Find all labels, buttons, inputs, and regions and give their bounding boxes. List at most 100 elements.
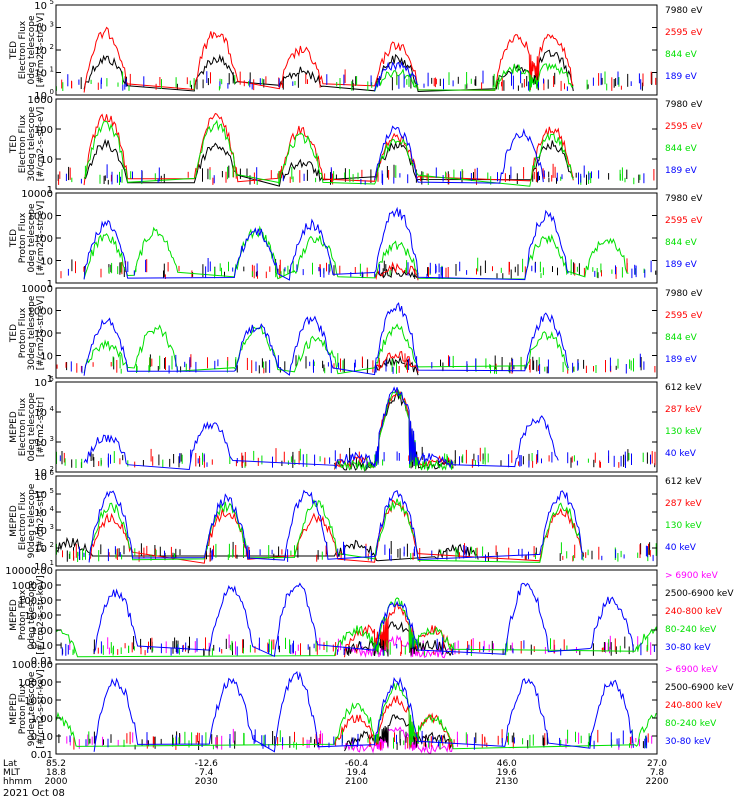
legend-entry: 844 eV [665, 50, 698, 60]
ylabel-line: MEPED [9, 693, 19, 725]
panel-4: 1 10 100 1000 10000 TED Proton Flux 30deg teles… [9, 284, 703, 385]
ytick-label: 10 [34, 378, 47, 389]
panel-3-traces [60, 206, 657, 281]
trace-6-3 [88, 498, 584, 563]
legend-entry: 287 keV [665, 405, 702, 415]
ylabel-line: [#/cm2-s-str-keV] [36, 669, 46, 748]
panel-6-traces [56, 489, 657, 564]
panel-7: 0.01 0.10 1.00 10.00 100.00 1000.00 10000.00 ME… [5, 566, 734, 667]
ytick-label: 1000 [28, 307, 53, 318]
ytick-exponent: 3 [50, 523, 54, 531]
xaxis-tick-label: 7.4 [199, 768, 214, 778]
legend-entry: 40 keV [665, 543, 697, 553]
legend-entry: 80-240 keV [665, 625, 717, 635]
legend-entry: 2595 eV [665, 216, 703, 226]
ylabel-line: [#/cm2-s-str] [36, 397, 46, 457]
ytick-label: 10.00 [24, 696, 53, 707]
trace-8-4 [56, 682, 657, 750]
legend-entry: > 6900 keV [665, 665, 719, 675]
xaxis-tick-label: 2100 [345, 777, 368, 787]
trace-2-4 [374, 125, 544, 184]
x-axis-labels: LatMLThhmm85.218.82000-12.67.42030-60.41… [3, 759, 669, 787]
ytick-exponent: 5 [50, 375, 54, 383]
trace-6-4 [88, 489, 584, 563]
ylabel-line: MEPED [9, 505, 19, 537]
trace-1-4 [374, 61, 419, 92]
ytick-label: 10 [34, 408, 47, 419]
xaxis-tick-label: 2200 [646, 777, 669, 787]
ytick-label: 10 [40, 257, 53, 268]
ytick-exponent: 4 [50, 505, 55, 513]
ytick-exponent: 4 [50, 405, 55, 413]
xaxis-row-label: hhmm [3, 777, 32, 787]
ylabel-line: TED [9, 135, 19, 154]
ytick-label: 100.00 [18, 678, 53, 689]
trace-5-3 [334, 388, 454, 472]
ylabel-line: 90deg telescope [27, 483, 37, 558]
xaxis-tick-label: 2000 [45, 777, 68, 787]
ytick-exponent: 1 [50, 559, 54, 567]
legend-entry: 7980 eV [665, 6, 703, 16]
ytick-label: 10 [40, 155, 53, 166]
ytick-label: 100 [34, 329, 53, 340]
legend-entry: 7980 eV [665, 289, 703, 299]
ylabel-line: 30deg telescope [27, 295, 37, 370]
ytick-label: 10 [34, 508, 47, 519]
ytick-label: 1000 [28, 212, 53, 223]
ylabel-line: 30deg telescope [27, 106, 37, 181]
ytick-label: 10 [34, 46, 47, 57]
ylabel-line: 0deg telescope [27, 15, 37, 85]
xaxis-tick-label: 85.2 [46, 759, 66, 769]
panel-1-traces [56, 26, 657, 93]
ytick-label: 1 [47, 279, 53, 290]
ytick-exponent: 1 [50, 66, 54, 74]
legend-entry: 287 keV [665, 499, 702, 509]
panel-8: 0.01 0.10 1.00 10.00 100.00 1000.00 MEPED Proto… [9, 660, 734, 761]
legend-entry: 7980 eV [665, 100, 703, 110]
ytick-label: 10 [34, 490, 47, 501]
ytick-label: 10 [40, 352, 53, 363]
ytick-label: 1 [47, 374, 53, 385]
legend-entry: 240-800 keV [665, 607, 723, 617]
xaxis-tick-label: 19.4 [346, 768, 366, 778]
legend-entry: 40 keV [665, 449, 697, 459]
legend-entry: 612 keV [665, 477, 702, 487]
ytick-label: 10 [34, 472, 47, 483]
legend-entry: 2500-6900 keV [665, 589, 734, 599]
ytick-exponent: 3 [50, 435, 54, 443]
ylabel-line: 0deg telescope [27, 392, 37, 462]
ytick-exponent: 0 [50, 88, 54, 96]
legend-entry: 2595 eV [665, 122, 703, 132]
trace-8-1 [344, 726, 454, 754]
panel-3: 1 10 100 1000 10000 TED Proton Flux 0deg telesc… [9, 189, 703, 290]
legend-entry: > 6900 keV [665, 571, 719, 581]
trace-4-4 [83, 302, 569, 376]
panel-frame [55, 663, 658, 755]
xaxis-row-label: MLT [3, 768, 21, 778]
ylabel-line: Proton Flux [18, 307, 28, 358]
trace-4-2 [374, 350, 419, 373]
ylabel-line: [#/cm2-s-str] [36, 491, 46, 551]
trace-8-5 [93, 670, 634, 753]
ytick-label: 100 [34, 125, 53, 136]
ytick-label: 1000.00 [12, 660, 53, 671]
xaxis-tick-label: 2030 [195, 777, 218, 787]
ylabel-line: [#/cm2-s-str-keV] [36, 575, 46, 654]
ylabel-line: [#/cm2-s-str-eV] [36, 13, 46, 88]
ytick-label: 0.01 [31, 750, 53, 761]
ylabel-line: [#/cm2-s-str-eV] [36, 201, 46, 276]
legend-entry: 844 eV [665, 333, 698, 343]
legend-entry: 189 eV [665, 260, 698, 270]
legend-entry: 240-800 keV [665, 701, 723, 711]
ytick-label: 10 [34, 24, 47, 35]
legend-entry: 130 keV [665, 427, 702, 437]
ytick-label: 100 [34, 234, 53, 245]
ylabel-line: TED [9, 41, 19, 60]
xaxis-tick-label: 18.8 [46, 768, 66, 778]
ytick-exponent: 5 [50, 487, 54, 495]
legend-entry: 2500-6900 keV [665, 683, 734, 693]
trace-5-1 [334, 392, 454, 472]
panel-frame [55, 287, 658, 379]
trace-4-3 [83, 323, 569, 375]
